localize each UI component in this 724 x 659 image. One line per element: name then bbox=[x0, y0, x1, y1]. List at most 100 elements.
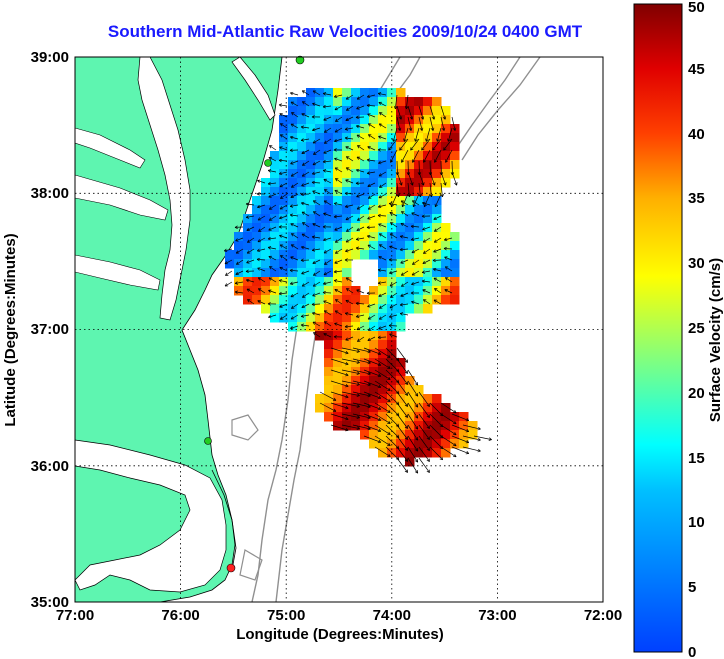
velocity-cell bbox=[387, 403, 397, 413]
velocity-arrow bbox=[257, 237, 266, 243]
velocity-cell bbox=[306, 250, 316, 260]
velocity-arrow bbox=[312, 127, 321, 132]
velocity-arrow bbox=[357, 145, 365, 151]
velocity-cell bbox=[387, 160, 397, 170]
velocity-cell bbox=[405, 223, 415, 233]
velocity-cell bbox=[315, 187, 325, 197]
velocity-cell bbox=[396, 106, 406, 116]
velocity-arrow bbox=[366, 171, 376, 175]
velocity-cell bbox=[441, 142, 451, 152]
velocity-arrow bbox=[330, 358, 349, 366]
velocity-cell bbox=[396, 295, 406, 305]
velocity-cell bbox=[360, 340, 370, 350]
velocity-cell bbox=[324, 322, 334, 332]
velocity-cell bbox=[351, 133, 361, 143]
velocity-cell bbox=[324, 142, 334, 152]
velocity-cell bbox=[288, 268, 298, 278]
velocity-cell bbox=[423, 151, 433, 161]
velocity-arrow bbox=[421, 270, 431, 274]
velocity-cell bbox=[450, 169, 460, 179]
velocity-cell bbox=[324, 205, 334, 215]
velocity-arrow bbox=[377, 281, 387, 285]
velocity-cell bbox=[252, 241, 262, 251]
velocity-cell bbox=[360, 178, 370, 188]
velocity-arrow bbox=[291, 233, 299, 239]
velocity-arrow bbox=[374, 347, 391, 358]
velocity-arrow bbox=[279, 215, 288, 220]
velocity-arrow bbox=[312, 90, 321, 96]
velocity-cell bbox=[324, 124, 334, 134]
velocity-cell bbox=[297, 232, 307, 242]
velocity-arrow bbox=[268, 226, 277, 231]
velocity-arrow bbox=[396, 391, 409, 407]
velocity-arrow bbox=[312, 281, 321, 287]
velocity-cell bbox=[324, 277, 334, 287]
velocity-arrow bbox=[268, 289, 277, 294]
velocity-arrow bbox=[324, 189, 332, 195]
velocity-arrow bbox=[355, 115, 365, 120]
velocity-cell bbox=[387, 133, 397, 143]
velocity-cell bbox=[396, 376, 406, 386]
velocity-cell bbox=[378, 367, 388, 377]
velocity-cell bbox=[324, 367, 334, 377]
velocity-arrow bbox=[433, 237, 442, 243]
velocity-arrow bbox=[434, 149, 442, 163]
velocity-cell bbox=[369, 97, 379, 107]
velocity-cell bbox=[432, 232, 442, 242]
velocity-arrow bbox=[367, 113, 376, 118]
velocity-cell bbox=[441, 250, 451, 260]
velocity-cell bbox=[369, 205, 379, 215]
velocity-cell bbox=[351, 187, 361, 197]
velocity-cell bbox=[378, 439, 388, 449]
velocity-cell bbox=[315, 142, 325, 152]
velocity-cell bbox=[279, 259, 289, 269]
velocity-arrow bbox=[323, 333, 332, 338]
velocity-cell bbox=[423, 196, 433, 206]
velocity-arrow bbox=[374, 369, 391, 380]
velocity-arrow bbox=[235, 270, 244, 275]
velocity-cell bbox=[450, 133, 460, 143]
lat-tick: 35:00 bbox=[31, 594, 69, 611]
velocity-cell bbox=[306, 259, 316, 269]
velocity-cell bbox=[324, 286, 334, 296]
velocity-arrow bbox=[224, 259, 233, 265]
velocity-cell bbox=[270, 259, 280, 269]
velocity-arrow bbox=[341, 369, 360, 375]
velocity-arrow bbox=[352, 358, 371, 365]
velocity-arrow bbox=[313, 270, 321, 276]
velocity-arrow bbox=[400, 222, 409, 228]
velocity-cell bbox=[288, 106, 298, 116]
velocity-arrow bbox=[334, 248, 343, 254]
velocity-cell bbox=[369, 169, 379, 179]
velocity-cell bbox=[414, 106, 424, 116]
velocity-arrow bbox=[290, 292, 299, 298]
velocity-cell bbox=[333, 277, 343, 287]
velocity-cell bbox=[387, 376, 397, 386]
velocity-arrow bbox=[344, 127, 354, 131]
velocity-arrow bbox=[374, 402, 391, 413]
velocity-cell bbox=[441, 133, 451, 143]
velocity-cell bbox=[261, 250, 271, 260]
velocity-cell bbox=[423, 115, 433, 125]
velocity-cell bbox=[297, 106, 307, 116]
velocity-cell bbox=[378, 331, 388, 341]
velocity-cell bbox=[351, 295, 361, 305]
lon-tick: 76:00 bbox=[161, 607, 199, 624]
velocity-arrow bbox=[440, 116, 446, 131]
velocity-cell bbox=[423, 97, 433, 107]
velocity-cell bbox=[414, 133, 424, 143]
velocity-cell bbox=[432, 277, 442, 287]
velocity-cell bbox=[450, 142, 460, 152]
velocity-arrow bbox=[333, 335, 343, 339]
velocity-arrow bbox=[447, 127, 453, 142]
velocity-cell bbox=[324, 133, 334, 143]
velocity-cell bbox=[432, 448, 442, 458]
velocity-arrow bbox=[344, 258, 354, 262]
velocity-arrow bbox=[451, 413, 470, 422]
velocity-cell bbox=[405, 286, 415, 296]
velocity-arrow bbox=[235, 237, 244, 242]
velocity-cell bbox=[369, 367, 379, 377]
velocity-arrow bbox=[291, 303, 299, 309]
velocity-cell bbox=[288, 205, 298, 215]
velocity-cell bbox=[342, 340, 352, 350]
